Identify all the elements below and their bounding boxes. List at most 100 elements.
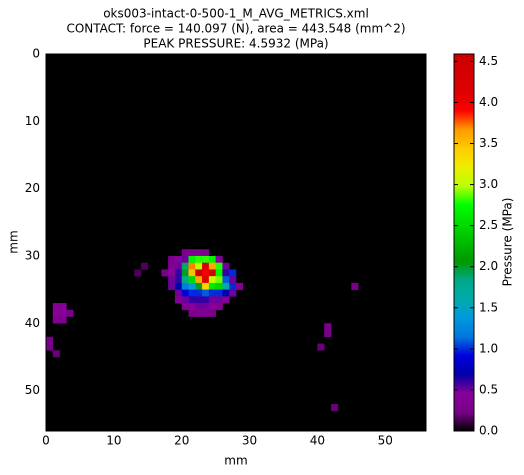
heatmap-cell (174, 276, 183, 284)
y-tick-label: 40 (25, 316, 40, 330)
heatmap-cell (215, 269, 223, 277)
heatmap-cell (208, 255, 216, 263)
heatmap-cell (181, 296, 189, 304)
heatmap-cell (215, 276, 223, 284)
heatmap-cell (46, 336, 54, 344)
heatmap-cell (181, 303, 189, 311)
heatmap-cell (208, 269, 216, 277)
heatmap-cell (351, 282, 359, 290)
heatmap-cell (222, 276, 230, 284)
heatmap-cell (46, 343, 54, 351)
heatmap-cell (188, 262, 196, 270)
heatmap-cell (188, 303, 196, 311)
colorbar-tick-label: 3.5 (479, 136, 498, 150)
heatmap-cell (168, 282, 176, 290)
colorbar-tick-label: 0.5 (479, 382, 498, 396)
heatmap-cell (195, 303, 203, 311)
heatmap-cell (317, 343, 325, 351)
heatmap-cell (181, 282, 189, 290)
x-tick-label: 40 (310, 434, 325, 448)
heatmap-cell (202, 255, 210, 263)
colorbar-tick-label: 4.0 (479, 95, 498, 109)
heatmap-cell (59, 316, 67, 324)
heatmap-cell (195, 249, 203, 257)
heatmap-cell (222, 269, 230, 277)
colorbar-tick-label: 2.0 (479, 259, 498, 273)
chart-subtitle: PEAK PRESSURE: 4.5932 (MPa) (143, 37, 328, 51)
heatmap-cell (324, 330, 332, 338)
colorbar-tick-label: 4.5 (479, 54, 498, 68)
heatmap-cell (181, 269, 189, 277)
heatmap-cell (215, 282, 223, 290)
x-tick-label: 30 (242, 434, 257, 448)
heatmap-cell (174, 262, 183, 270)
heatmap-cell (188, 276, 196, 284)
heatmap-cell (195, 255, 203, 263)
heatmap-cell (52, 316, 60, 324)
heatmap-cell (208, 303, 216, 311)
heatmap-cell (174, 255, 183, 263)
heatmap-cell (208, 262, 216, 270)
y-tick-label: 0 (32, 47, 40, 61)
heatmap-cell (188, 289, 196, 297)
heatmap-cell (202, 282, 210, 290)
heatmap-cell (174, 296, 183, 304)
heatmap-cell (222, 296, 230, 304)
heatmap-cell (66, 309, 74, 317)
heatmap-cell (195, 276, 203, 284)
plot-frame (45, 53, 427, 432)
heatmap-cell (52, 309, 60, 317)
heatmap-cell (215, 303, 223, 311)
heatmap-cell (222, 282, 230, 290)
y-tick-label: 10 (25, 114, 40, 128)
heatmap-cell (215, 296, 223, 304)
heatmap-cell (208, 309, 216, 317)
heatmap-cell (202, 289, 210, 297)
heatmap-cell (52, 350, 60, 358)
colorbar-tick-label: 2.5 (479, 218, 498, 232)
heatmap-cell (324, 323, 332, 331)
heatmap-cell (202, 296, 210, 304)
plot-background (46, 54, 426, 431)
heatmap-cell (202, 262, 210, 270)
heatmap-cell (195, 269, 203, 277)
heatmap-cell (52, 303, 60, 311)
x-tick-label: 0 (42, 434, 50, 448)
heatmap-cell (202, 276, 210, 284)
heatmap-cell (215, 255, 223, 263)
heatmap-cell (59, 309, 67, 317)
heatmap-cell (208, 276, 216, 284)
heatmap-cell (181, 255, 189, 263)
heatmap-cell (161, 269, 169, 277)
heatmap-cell (229, 276, 237, 284)
colorbar (453, 53, 475, 432)
heatmap-cell (215, 262, 223, 270)
colorbar-tick-label: 1.0 (479, 341, 498, 355)
y-tick-label: 50 (25, 383, 40, 397)
heatmap-cell (181, 249, 189, 257)
colorbar-tick-label: 0.0 (479, 424, 498, 438)
heatmap-cell (195, 282, 203, 290)
colorbar-tick-label: 1.5 (479, 300, 498, 314)
heatmap-cell (202, 309, 210, 317)
heatmap-cell (188, 269, 196, 277)
heatmap-cell (188, 282, 196, 290)
y-axis-label: mm (7, 230, 21, 253)
heatmap-cell (168, 276, 176, 284)
heatmap-cell (236, 282, 244, 290)
heatmap-cell (174, 282, 183, 290)
heatmap-cell (195, 262, 203, 270)
heatmap-cell (208, 296, 216, 304)
heatmap-cell (202, 249, 210, 257)
heatmap-cell (134, 269, 142, 277)
heatmap-cell (181, 262, 189, 270)
x-tick-label: 50 (378, 434, 393, 448)
heatmap-cell (188, 309, 196, 317)
heatmap-cell (168, 255, 176, 263)
heatmap-cell (222, 289, 230, 297)
heatmap-cell (188, 249, 196, 257)
colorbar-label: Pressure (MPa) (501, 198, 515, 287)
heatmap-cell (229, 289, 237, 297)
heatmap-cell (181, 289, 189, 297)
